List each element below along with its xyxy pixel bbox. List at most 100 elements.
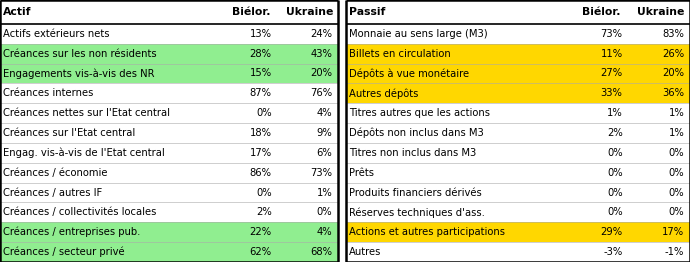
Bar <box>0 24 338 44</box>
Bar <box>0 0 338 24</box>
Bar <box>346 103 690 123</box>
Text: 76%: 76% <box>310 88 333 98</box>
Bar <box>0 143 338 163</box>
Text: Créances / collectivités locales: Créances / collectivités locales <box>3 208 156 217</box>
Text: 9%: 9% <box>317 128 333 138</box>
Text: 86%: 86% <box>250 168 272 178</box>
Text: Créances sur les non résidents: Créances sur les non résidents <box>3 48 157 59</box>
Text: 0%: 0% <box>317 208 333 217</box>
Text: Monnaie au sens large (M3): Monnaie au sens large (M3) <box>349 29 488 39</box>
Bar <box>346 203 690 222</box>
Bar <box>0 123 338 143</box>
Text: Créances sur l'Etat central: Créances sur l'Etat central <box>3 128 135 138</box>
Text: Autres dépôts: Autres dépôts <box>349 88 419 99</box>
Bar <box>346 63 690 83</box>
Text: 28%: 28% <box>250 48 272 59</box>
Text: 36%: 36% <box>662 88 684 98</box>
Text: -1%: -1% <box>664 247 684 257</box>
Bar <box>0 242 338 262</box>
Text: 43%: 43% <box>310 48 333 59</box>
Text: 1%: 1% <box>669 108 684 118</box>
Text: Créances / entreprises pub.: Créances / entreprises pub. <box>3 227 140 237</box>
Text: 0%: 0% <box>669 188 684 198</box>
Text: Actions et autres participations: Actions et autres participations <box>349 227 505 237</box>
Text: Produits financiers dérivés: Produits financiers dérivés <box>349 188 482 198</box>
Text: 13%: 13% <box>250 29 272 39</box>
Text: 11%: 11% <box>600 48 622 59</box>
Bar <box>346 163 690 183</box>
Text: Passif: Passif <box>349 7 386 17</box>
Text: 33%: 33% <box>601 88 622 98</box>
Bar <box>0 63 338 83</box>
Text: 62%: 62% <box>250 247 272 257</box>
Text: 1%: 1% <box>607 108 622 118</box>
Text: Créances / économie: Créances / économie <box>3 168 107 178</box>
Text: 17%: 17% <box>662 227 684 237</box>
Text: 20%: 20% <box>310 68 333 78</box>
Text: 0%: 0% <box>607 148 622 158</box>
Text: Titres non inclus dans M3: Titres non inclus dans M3 <box>349 148 476 158</box>
Bar <box>0 222 338 242</box>
Text: Prêts: Prêts <box>349 168 374 178</box>
Text: 18%: 18% <box>250 128 272 138</box>
Bar <box>0 103 338 123</box>
Text: Créances / autres IF: Créances / autres IF <box>3 188 102 198</box>
Text: 26%: 26% <box>662 48 684 59</box>
Text: 2%: 2% <box>256 208 272 217</box>
Text: 27%: 27% <box>600 68 622 78</box>
Text: 2%: 2% <box>607 128 622 138</box>
Text: 1%: 1% <box>669 128 684 138</box>
Text: Créances / secteur privé: Créances / secteur privé <box>3 247 124 257</box>
Text: Biélor.: Biélor. <box>582 7 621 17</box>
Bar <box>346 44 690 63</box>
Bar <box>346 143 690 163</box>
Text: Engag. vis-à-vis de l'Etat central: Engag. vis-à-vis de l'Etat central <box>3 148 164 158</box>
Text: 87%: 87% <box>250 88 272 98</box>
Text: Biélor.: Biélor. <box>232 7 270 17</box>
Text: 0%: 0% <box>256 188 272 198</box>
Text: 73%: 73% <box>310 168 333 178</box>
Text: 4%: 4% <box>317 227 333 237</box>
Text: 0%: 0% <box>669 208 684 217</box>
Bar <box>346 222 690 242</box>
Text: 20%: 20% <box>662 68 684 78</box>
Text: Billets en circulation: Billets en circulation <box>349 48 451 59</box>
Text: Ukraine: Ukraine <box>637 7 684 17</box>
Text: Réserves techniques d'ass.: Réserves techniques d'ass. <box>349 207 485 218</box>
Text: 29%: 29% <box>600 227 622 237</box>
Bar <box>0 183 338 203</box>
Text: 0%: 0% <box>669 168 684 178</box>
Text: 0%: 0% <box>256 108 272 118</box>
Text: Créances nettes sur l'Etat central: Créances nettes sur l'Etat central <box>3 108 170 118</box>
Bar <box>346 123 690 143</box>
Text: Dépôts non inclus dans M3: Dépôts non inclus dans M3 <box>349 128 484 138</box>
Text: 0%: 0% <box>607 168 622 178</box>
Text: 83%: 83% <box>662 29 684 39</box>
Text: 24%: 24% <box>310 29 333 39</box>
Bar <box>0 83 338 103</box>
Bar <box>346 0 690 24</box>
Bar <box>346 242 690 262</box>
Bar <box>346 183 690 203</box>
Text: 15%: 15% <box>250 68 272 78</box>
Text: 0%: 0% <box>607 208 622 217</box>
Text: 6%: 6% <box>317 148 333 158</box>
Text: 17%: 17% <box>250 148 272 158</box>
Text: -3%: -3% <box>603 247 622 257</box>
Text: 4%: 4% <box>317 108 333 118</box>
Text: 0%: 0% <box>607 188 622 198</box>
Text: 1%: 1% <box>317 188 333 198</box>
Text: Ukraine: Ukraine <box>286 7 333 17</box>
Text: 22%: 22% <box>250 227 272 237</box>
Bar <box>0 203 338 222</box>
Bar <box>346 83 690 103</box>
Text: Actifs extérieurs nets: Actifs extérieurs nets <box>3 29 109 39</box>
Text: Titres autres que les actions: Titres autres que les actions <box>349 108 490 118</box>
Text: 73%: 73% <box>600 29 622 39</box>
Text: 0%: 0% <box>669 148 684 158</box>
Text: 68%: 68% <box>310 247 333 257</box>
Text: Actif: Actif <box>3 7 31 17</box>
Bar <box>0 163 338 183</box>
Text: Autres: Autres <box>349 247 382 257</box>
Text: Dépôts à vue monétaire: Dépôts à vue monétaire <box>349 68 469 79</box>
